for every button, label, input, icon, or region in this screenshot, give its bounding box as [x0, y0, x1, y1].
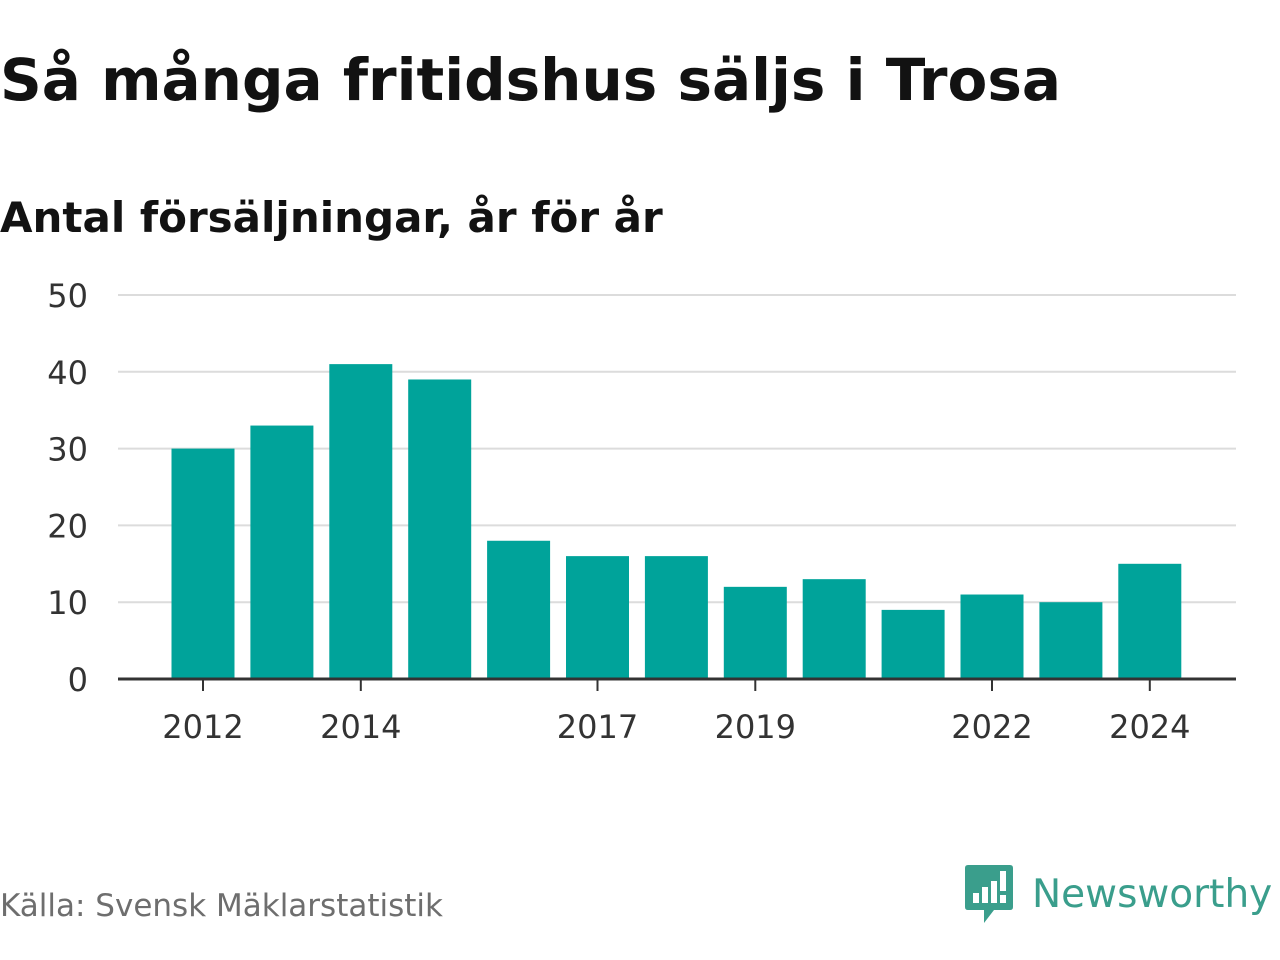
y-tick-label: 40 — [47, 354, 88, 392]
bar-2017 — [566, 556, 629, 679]
bar-chart: 0 10 20 30 40 50 2012 2014 2017 2019 2022 2024 — [47, 277, 1236, 746]
bar-2020 — [802, 579, 866, 679]
bar-2015 — [408, 379, 472, 679]
chart-title: Så många fritidshus säljs i Trosa — [0, 46, 1061, 114]
bar-2023 — [1039, 602, 1103, 679]
axes — [118, 677, 1236, 691]
y-tick-label: 50 — [47, 277, 88, 315]
x-tick-label: 2012 — [162, 708, 243, 746]
x-tick-label: 2019 — [715, 708, 796, 746]
bar-2014 — [329, 364, 393, 679]
bar-2012 — [171, 448, 235, 679]
bar-2024 — [1118, 563, 1182, 679]
x-tick-label: 2024 — [1109, 708, 1190, 746]
brand-name: Newsworthy — [1032, 871, 1273, 917]
y-tick-label: 10 — [47, 584, 88, 622]
brand: Newsworthy — [964, 862, 1272, 926]
bar-2019 — [723, 586, 787, 679]
bar-2013 — [250, 425, 314, 679]
source-note: Källa: Svensk Mäklarstatistik — [0, 888, 443, 924]
bar-2018 — [644, 556, 708, 679]
bar-2016 — [487, 540, 551, 679]
x-tick-label: 2017 — [557, 708, 638, 746]
bar-2022 — [960, 594, 1024, 679]
y-tick-label: 20 — [47, 507, 88, 545]
y-tick-label: 0 — [68, 661, 88, 699]
bars — [171, 364, 1182, 679]
y-tick-label: 30 — [47, 431, 88, 469]
chart-subtitle: Antal försäljningar, år för år — [0, 193, 663, 242]
newsworthy-logo-icon — [965, 865, 1013, 923]
y-tick-labels: 0 10 20 30 40 50 — [47, 277, 88, 699]
bar-2021 — [881, 609, 945, 679]
x-tick-labels: 2012 2014 2017 2019 2022 2024 — [162, 708, 1190, 746]
x-tick-label: 2014 — [320, 708, 401, 746]
x-tick-label: 2022 — [951, 708, 1032, 746]
